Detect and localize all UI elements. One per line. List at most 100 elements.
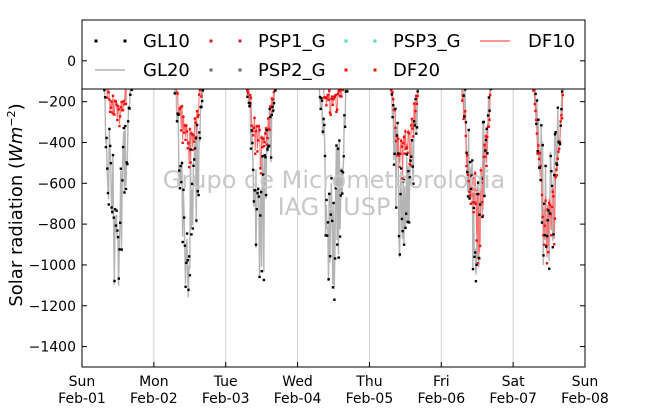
df20-point [182, 131, 186, 134]
gl10-point [464, 121, 468, 124]
df20-point [326, 93, 329, 97]
gl10-point [323, 154, 327, 158]
gl10-point [543, 234, 547, 237]
df20-point [398, 165, 401, 169]
gl10-point [395, 206, 398, 209]
gl10-point [103, 89, 106, 92]
watermark-line-1: Grupo de Micrometeorologia [163, 166, 505, 194]
df20-point [537, 144, 540, 147]
df20-point [539, 164, 542, 168]
df20-point [187, 141, 190, 145]
df20-point [461, 99, 464, 102]
x-tick-label-day: Thu [355, 374, 382, 390]
df20-point [400, 145, 403, 148]
gl10-point [116, 229, 119, 232]
legend-box [81, 19, 586, 90]
df20-point [542, 234, 545, 237]
df20-point [397, 137, 400, 140]
gl10-point [397, 235, 401, 238]
gl10-point [548, 267, 551, 270]
legend-swatch [344, 68, 348, 72]
gl10-point [319, 107, 322, 111]
y-tick-label: 0 [67, 54, 76, 70]
gl10-point [471, 267, 475, 271]
gl10-point [271, 105, 274, 108]
df20-point [404, 147, 408, 150]
gl10-point [535, 122, 538, 126]
df20-point [185, 130, 189, 133]
x-tick-label-day: Wed [282, 374, 313, 390]
df20-point [189, 161, 192, 164]
df20-point [477, 192, 480, 196]
df20-point [541, 215, 544, 219]
df20-point [416, 94, 419, 98]
gl10-point [469, 160, 472, 164]
df20-point [197, 113, 200, 117]
df20-point [194, 121, 197, 124]
legend-swatch [94, 39, 98, 43]
gl10-point [545, 234, 549, 238]
gl10-point [553, 173, 556, 177]
df20-point [185, 124, 188, 127]
df20-point [557, 150, 560, 153]
df20-point [109, 106, 112, 109]
df20-point [108, 98, 111, 101]
series-df20 [106, 89, 564, 265]
gl10-point [193, 147, 197, 150]
gl10-point [392, 104, 395, 107]
gl10-point [130, 89, 133, 92]
gl10-point [180, 161, 184, 165]
gl10-point [343, 114, 346, 117]
legend-swatch [238, 68, 242, 72]
gl10-point [106, 167, 109, 170]
gl10-point [257, 195, 261, 198]
gl10-point [268, 107, 271, 111]
df20-point [552, 195, 555, 198]
gl10-point [173, 92, 176, 95]
df20-point [476, 262, 480, 265]
df20-point [550, 234, 553, 237]
df20-point [415, 94, 418, 98]
gl10-point [116, 235, 120, 239]
gl10-point [265, 128, 268, 132]
df20-point [394, 126, 397, 129]
df20-point [268, 128, 271, 132]
gl10-point [188, 274, 192, 277]
gl10-point [269, 115, 272, 119]
gl10-point [343, 125, 347, 128]
gl10-point [200, 105, 203, 109]
gl10-point [555, 162, 558, 165]
df20-point [405, 146, 409, 149]
df20-point [193, 140, 196, 143]
df10-line [532, 89, 564, 258]
gl10-point [129, 93, 132, 96]
gl10-point [175, 120, 179, 123]
df20-point [561, 93, 564, 97]
df20-point [259, 172, 263, 175]
df20-point [485, 164, 488, 168]
df20-point [407, 132, 411, 135]
gl10-point [185, 261, 188, 264]
df20-point [106, 96, 109, 99]
gl10-point [263, 154, 266, 157]
gl10-point [414, 97, 417, 101]
df20-point [532, 89, 536, 92]
plot-data [103, 89, 564, 301]
gl10-point [397, 152, 400, 155]
gl10-point [398, 253, 401, 256]
df20-point [122, 99, 125, 103]
gl10-point [264, 156, 267, 159]
gl10-point [476, 181, 480, 184]
df20-point [124, 102, 128, 105]
gl10-point [548, 212, 552, 215]
x-tick-label-day: Fri [433, 374, 450, 390]
gl10-point [334, 187, 337, 190]
df20-point [555, 174, 559, 177]
gl10-point [104, 145, 108, 149]
gl10-point [326, 221, 330, 224]
legend-swatch [123, 39, 127, 43]
df20-point [256, 139, 260, 142]
gl10-point [411, 165, 414, 168]
vertical-grid [153, 89, 514, 367]
gl10-point [476, 192, 479, 196]
